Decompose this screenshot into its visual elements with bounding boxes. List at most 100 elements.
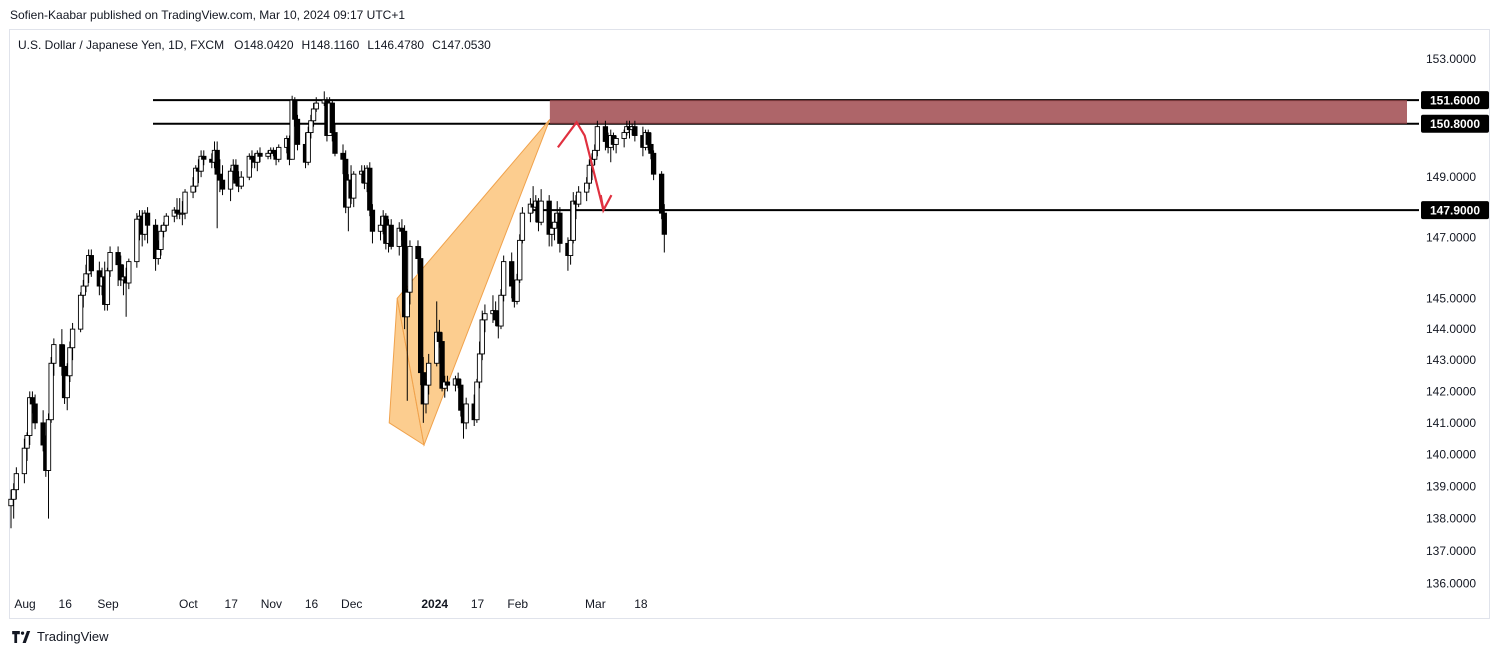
- candle[interactable]: [77, 292, 84, 333]
- candle[interactable]: [64, 363, 70, 411]
- candle[interactable]: [198, 150, 204, 178]
- footer-brand[interactable]: TradingView: [12, 629, 109, 644]
- candle[interactable]: [479, 310, 485, 361]
- candle[interactable]: [608, 129, 614, 163]
- candle-body: [474, 381, 480, 421]
- candle[interactable]: [201, 150, 207, 166]
- candle[interactable]: [144, 207, 151, 244]
- candle[interactable]: [182, 189, 188, 220]
- candle[interactable]: [621, 129, 627, 148]
- candle[interactable]: [214, 141, 220, 229]
- candle[interactable]: [294, 114, 301, 151]
- candle[interactable]: [107, 246, 113, 277]
- candle[interactable]: [32, 394, 38, 430]
- candle[interactable]: [276, 144, 282, 163]
- candle[interactable]: [40, 410, 46, 452]
- candle-body: [501, 261, 507, 296]
- candle[interactable]: [632, 120, 638, 142]
- candle[interactable]: [648, 132, 654, 160]
- candle[interactable]: [367, 162, 373, 217]
- candle[interactable]: [527, 198, 534, 223]
- candle[interactable]: [546, 195, 552, 247]
- candle[interactable]: [310, 103, 317, 127]
- candle[interactable]: [517, 234, 523, 283]
- candle[interactable]: [501, 255, 507, 302]
- candle[interactable]: [13, 467, 20, 500]
- candle[interactable]: [21, 438, 28, 484]
- candle[interactable]: [171, 207, 177, 223]
- candle[interactable]: [134, 213, 140, 268]
- candle-body: [340, 152, 346, 160]
- time-tick-label: Sep: [97, 597, 119, 611]
- candle[interactable]: [369, 204, 376, 244]
- candle[interactable]: [88, 249, 94, 277]
- candle[interactable]: [152, 219, 159, 271]
- candle-body: [11, 489, 17, 500]
- candle[interactable]: [305, 126, 311, 166]
- candle[interactable]: [514, 273, 520, 305]
- candle[interactable]: [418, 246, 424, 386]
- candle[interactable]: [401, 225, 408, 330]
- candle[interactable]: [104, 267, 111, 311]
- candle[interactable]: [444, 375, 451, 392]
- arrow-path: [557, 120, 605, 211]
- candle[interactable]: [388, 219, 394, 250]
- candle[interactable]: [177, 198, 183, 220]
- candle[interactable]: [650, 150, 657, 181]
- candle-body: [423, 384, 429, 405]
- candle[interactable]: [613, 135, 619, 154]
- candle[interactable]: [158, 225, 164, 256]
- candle[interactable]: [407, 240, 413, 305]
- candle[interactable]: [313, 97, 319, 112]
- candle[interactable]: [458, 378, 464, 417]
- candle-body: [418, 258, 424, 374]
- candle[interactable]: [67, 341, 73, 382]
- candle[interactable]: [292, 97, 298, 127]
- candle[interactable]: [498, 289, 504, 330]
- candle[interactable]: [594, 120, 601, 157]
- candle[interactable]: [308, 114, 314, 139]
- candle[interactable]: [434, 301, 440, 367]
- candle[interactable]: [396, 222, 402, 256]
- candle[interactable]: [463, 397, 469, 430]
- candle-body: [549, 227, 555, 235]
- candle[interactable]: [476, 341, 483, 389]
- candle[interactable]: [575, 186, 582, 208]
- candle[interactable]: [439, 332, 445, 392]
- candle[interactable]: [474, 378, 480, 423]
- candle[interactable]: [538, 189, 544, 226]
- candle[interactable]: [257, 147, 263, 163]
- candle[interactable]: [219, 165, 226, 196]
- candle[interactable]: [233, 159, 239, 187]
- candle[interactable]: [658, 171, 665, 220]
- candle[interactable]: [48, 357, 54, 423]
- candle[interactable]: [227, 168, 234, 202]
- candle[interactable]: [329, 100, 335, 142]
- supply-zone[interactable]: [549, 100, 1407, 124]
- candle[interactable]: [69, 322, 76, 361]
- candle[interactable]: [27, 391, 33, 446]
- candles: [8, 91, 667, 529]
- candle[interactable]: [426, 353, 432, 395]
- candle[interactable]: [45, 413, 52, 519]
- candle[interactable]: [351, 171, 357, 208]
- candle[interactable]: [404, 289, 410, 401]
- candle[interactable]: [567, 201, 574, 265]
- candle[interactable]: [238, 171, 244, 190]
- candle[interactable]: [557, 207, 563, 253]
- candle[interactable]: [509, 252, 515, 299]
- candle[interactable]: [332, 123, 338, 157]
- candle[interactable]: [519, 207, 526, 244]
- candle[interactable]: [661, 204, 667, 253]
- candle[interactable]: [482, 304, 488, 333]
- candle[interactable]: [570, 192, 576, 244]
- level-labels: 151.6000 150.8000 147.9000: [1421, 91, 1489, 220]
- candle[interactable]: [289, 95, 295, 160]
- candle[interactable]: [163, 213, 169, 232]
- candle[interactable]: [423, 378, 429, 414]
- candle-body: [602, 126, 609, 142]
- candle[interactable]: [126, 258, 132, 290]
- footer-brand-label: TradingView: [37, 629, 109, 644]
- candle[interactable]: [51, 338, 57, 376]
